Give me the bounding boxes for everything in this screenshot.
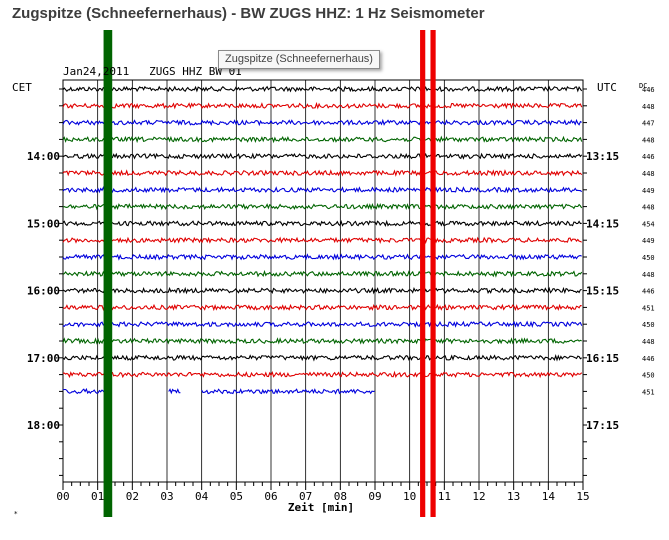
dc-value: 448: [642, 204, 655, 212]
x-tick-label: 06: [264, 490, 277, 503]
x-tick-label: 05: [230, 490, 243, 503]
x-tick-label: 14: [542, 490, 556, 503]
right-hour-label: 16:15: [586, 352, 619, 365]
seismic-trace: [62, 387, 112, 395]
x-tick-label: 08: [334, 490, 347, 503]
dc-value: 450: [642, 321, 655, 329]
x-tick-label: 03: [160, 490, 173, 503]
dc-value: 446: [642, 153, 655, 161]
seismic-trace: [62, 337, 582, 345]
seismic-trace: [62, 370, 583, 379]
axis-labels: 00 01 02 03 04 05 06 07 08 09 10 11 12 13 14 15 14:00 15:…: [27, 86, 655, 503]
event-band: [420, 30, 426, 517]
dc-value: 446: [642, 86, 655, 94]
dc-value: 447: [642, 120, 655, 128]
dc-value: 451: [642, 304, 655, 312]
x-axis-label: Zeit [min]: [288, 501, 354, 514]
seismic-trace: [62, 354, 583, 362]
left-hour-label: 18:00: [27, 419, 60, 432]
x-tick-label: 13: [507, 490, 520, 503]
left-hour-label: 17:00: [27, 352, 60, 365]
dc-value: 448: [642, 103, 655, 111]
right-timezone-label: UTC: [597, 81, 617, 94]
seismic-trace: [62, 101, 583, 110]
dc-value: 449: [642, 187, 655, 195]
dc-value: 450: [642, 372, 655, 380]
dc-label: DC: [639, 82, 647, 90]
right-hour-label: 13:15: [586, 150, 619, 163]
seismic-trace: [62, 152, 583, 160]
dc-value: 446: [642, 355, 655, 363]
seismic-trace: [62, 219, 582, 228]
dc-value: 449: [642, 237, 655, 245]
x-tick-label: 02: [126, 490, 139, 503]
right-hour-label: 15:15: [586, 285, 619, 298]
x-tick-label: 09: [368, 490, 381, 503]
dc-value: 448: [642, 271, 655, 279]
corner-mark: *: [14, 510, 18, 518]
seismic-trace: [62, 253, 582, 261]
left-hour-label: 15:00: [27, 217, 60, 230]
location-tooltip: Zugspitze (Schneefernerhaus): [218, 50, 380, 69]
dc-value: 448: [642, 136, 655, 144]
seismic-traces: [62, 85, 583, 395]
seismic-trace: [62, 202, 583, 211]
left-hour-label: 14:00: [27, 150, 60, 163]
dc-value: 451: [642, 388, 655, 396]
right-hour-label: 14:15: [586, 217, 619, 230]
seismic-trace: [62, 286, 582, 295]
dc-value: 448: [642, 170, 655, 178]
chart-grid: [59, 79, 587, 490]
x-tick-label: 15: [576, 490, 589, 503]
chart-header: Jan24,2011 ZUGS HHZ BW 01: [63, 65, 242, 78]
seismic-trace: [62, 236, 582, 245]
seismic-trace: [62, 118, 582, 127]
seismic-trace: [168, 388, 181, 395]
seismic-trace: [62, 320, 583, 328]
dc-value: 446: [642, 288, 655, 296]
left-hour-label: 16:00: [27, 285, 60, 298]
x-tick-label: 04: [195, 490, 209, 503]
x-tick-label: 00: [56, 490, 69, 503]
left-timezone-label: CET: [12, 81, 32, 94]
x-tick-label: 12: [472, 490, 485, 503]
seismic-trace: [62, 186, 583, 194]
event-bands: [103, 30, 436, 517]
event-band: [430, 30, 436, 517]
x-tick-label: 07: [299, 490, 312, 503]
event-band: [103, 30, 113, 517]
x-tick-label: 01: [91, 490, 104, 503]
x-tick-label: 10: [403, 490, 416, 503]
dc-value: 454: [642, 220, 655, 228]
seismic-trace: [62, 269, 583, 278]
dc-value: 448: [642, 338, 655, 346]
right-hour-label: 17:15: [586, 419, 619, 432]
x-tick-label: 11: [438, 490, 451, 503]
page-title: Zugspitze (Schneefernerhaus) - BW ZUGS H…: [12, 5, 485, 22]
dc-value: 450: [642, 254, 655, 262]
seismic-trace: [62, 85, 583, 93]
seismic-trace: [201, 388, 375, 395]
seismic-trace: [62, 135, 583, 144]
seismic-trace: [62, 169, 583, 177]
seismic-trace: [62, 303, 582, 312]
